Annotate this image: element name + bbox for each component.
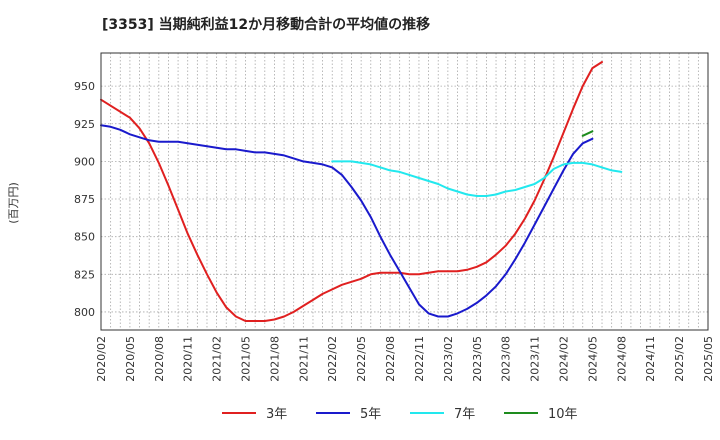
legend-label: 5年 [360, 407, 381, 422]
plot-area [100, 52, 709, 331]
x-axis-ticks: 2020/02 2020/05 2020/08 2020/11 2021/02 2021/… [95, 336, 715, 382]
y-tick-label: 950 [74, 80, 95, 93]
x-tick-label: 2020/05 [124, 336, 137, 382]
x-tick-label: 2023/02 [442, 336, 455, 382]
x-tick-label: 2024/11 [644, 336, 657, 382]
y-axis-label: (百万円) [7, 182, 20, 224]
x-tick-label: 2022/11 [413, 336, 426, 382]
chart-title: [3353] 当期純利益12か月移動合計の平均値の推移 [102, 16, 430, 33]
x-tick-label: 2023/05 [471, 336, 484, 382]
y-tick-label: 875 [74, 193, 95, 206]
x-tick-label: 2025/05 [702, 336, 715, 382]
x-tick-label: 2021/11 [297, 336, 310, 382]
grid [101, 53, 708, 330]
y-tick-label: 850 [74, 231, 95, 244]
x-tick-label: 2023/11 [529, 336, 542, 382]
series-lines [100, 61, 623, 322]
legend-label: 10年 [548, 407, 578, 422]
legend-label: 3年 [266, 407, 287, 422]
y-tick-label: 900 [74, 155, 95, 168]
series-line-4 [581, 130, 594, 137]
series-line-3 [331, 160, 623, 197]
x-tick-label: 2020/08 [153, 336, 166, 382]
x-tick-label: 2024/05 [586, 336, 599, 382]
x-tick-label: 2021/02 [211, 336, 224, 382]
y-tick-label: 825 [74, 268, 95, 281]
series-line-1 [100, 61, 603, 322]
x-tick-label: 2022/08 [384, 336, 397, 382]
x-tick-label: 2020/11 [182, 336, 195, 382]
x-tick-label: 2020/02 [95, 336, 108, 382]
legend: 3年 5年 7年 10年 [222, 407, 578, 422]
x-tick-label: 2022/02 [326, 336, 339, 382]
y-tick-label: 925 [74, 118, 95, 131]
y-tick-label: 800 [74, 306, 95, 319]
x-tick-label: 2024/02 [557, 336, 570, 382]
x-tick-label: 2021/05 [240, 336, 253, 382]
x-tick-label: 2023/08 [500, 336, 513, 382]
x-tick-label: 2021/08 [268, 336, 281, 382]
series-line-2 [100, 124, 594, 318]
x-tick-label: 2024/08 [615, 336, 628, 382]
y-axis-ticks: 800 825 850 875 900 925 950 [74, 80, 95, 319]
x-tick-label: 2022/05 [355, 336, 368, 382]
legend-label: 7年 [454, 407, 475, 422]
x-tick-label: 2025/02 [673, 336, 686, 382]
